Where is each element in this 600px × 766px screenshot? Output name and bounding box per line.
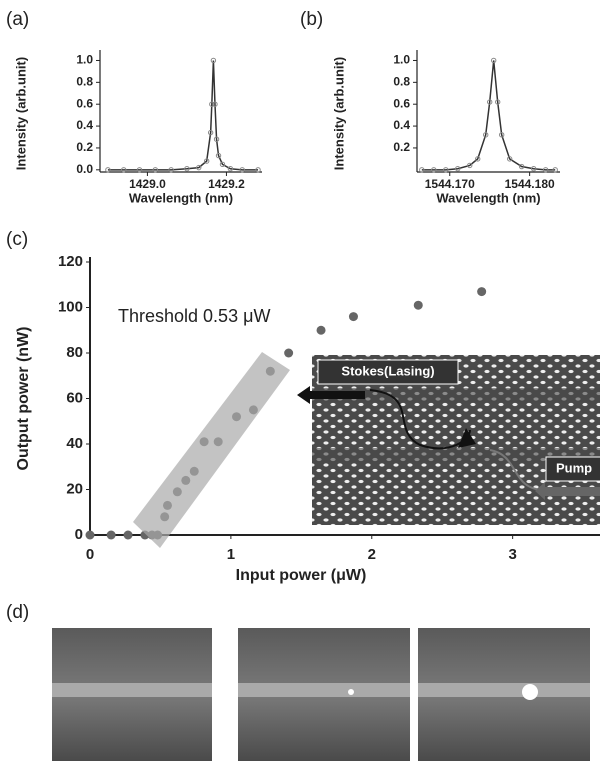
data-point [431, 167, 437, 173]
y-tick-label: 1.0 [76, 53, 93, 67]
inset-image [312, 355, 600, 525]
data-point [136, 167, 143, 173]
data-point [506, 156, 513, 162]
data-point [121, 167, 127, 173]
data-point [475, 156, 481, 162]
data-point [123, 530, 133, 540]
data-point [207, 129, 214, 136]
spectrum-line [107, 60, 259, 171]
x-tick-label: 1544.180 [505, 177, 555, 191]
y-tick-label: 0.8 [76, 75, 93, 89]
stokes-arrow [297, 386, 365, 404]
data-point [212, 101, 218, 107]
data-point [255, 167, 261, 173]
y-tick-label: 120 [58, 253, 83, 270]
data-point [348, 312, 358, 322]
x-axis-label: Wavelength (nm) [436, 190, 540, 205]
data-point [227, 166, 234, 172]
data-point [184, 166, 190, 172]
y-tick-label: 0.6 [393, 96, 410, 110]
panel-label: (d) [6, 602, 29, 623]
data-point [542, 167, 549, 173]
data-point [483, 132, 489, 138]
panel-label: (b) [300, 9, 323, 30]
y-tick-label: 1.0 [393, 53, 410, 67]
y-tick-label: 0.4 [76, 118, 93, 132]
data-point [477, 287, 487, 297]
x-tick-label: 1429.0 [129, 177, 166, 191]
data-point [106, 530, 116, 540]
x-tick-label: 3 [508, 546, 516, 563]
annotation: Stokes(Lasing) [341, 363, 434, 378]
data-point [316, 325, 326, 335]
data-point [419, 167, 425, 173]
y-tick-label: 60 [66, 389, 83, 406]
x-tick-label: 1429.2 [208, 177, 245, 191]
data-point [239, 167, 245, 173]
data-point [203, 158, 210, 164]
data-point [486, 99, 493, 105]
data-point [213, 136, 220, 142]
annotation: Threshold 0.53 μW [118, 306, 270, 326]
y-tick-label: 100 [58, 298, 83, 315]
data-point [105, 167, 111, 173]
y-axis-label: Intensity (arb.unit) [331, 57, 346, 170]
spectrum-line [421, 60, 556, 171]
microscope-images [52, 628, 590, 761]
threshold-band [133, 352, 290, 548]
y-tick-label: 0.4 [393, 118, 410, 132]
x-tick-label: 1 [227, 546, 235, 563]
data-point [196, 164, 202, 171]
data-point [413, 300, 423, 310]
data-point [467, 162, 473, 169]
x-axis-label: Wavelength (nm) [129, 190, 233, 205]
data-point [443, 167, 449, 173]
data-point [518, 163, 525, 170]
data-point [498, 132, 505, 138]
x-tick-label: 1544.170 [425, 177, 475, 191]
data-point [168, 167, 174, 173]
x-tick-label: 0 [86, 546, 94, 563]
y-tick-label: 0.8 [393, 75, 410, 89]
data-point [530, 166, 537, 172]
y-tick-label: 40 [66, 435, 83, 452]
x-tick-label: 2 [368, 546, 376, 563]
y-tick-label: 0.6 [76, 96, 93, 110]
data-point [552, 167, 558, 173]
data-point [209, 101, 215, 107]
data-point [219, 161, 226, 168]
data-point [490, 57, 497, 64]
y-tick-label: 0 [75, 526, 83, 543]
x-axis-label: Input power (μW) [236, 567, 367, 584]
y-tick-label: 0.0 [76, 162, 93, 176]
data-point [85, 530, 95, 540]
panel-label: (c) [6, 229, 28, 250]
data-point [494, 99, 501, 105]
data-point [210, 57, 217, 64]
y-tick-label: 0.2 [393, 140, 410, 154]
data-point [152, 167, 159, 173]
data-point [455, 166, 461, 172]
y-tick-label: 20 [66, 480, 83, 497]
data-point [215, 152, 222, 159]
y-tick-label: 0.2 [76, 140, 93, 154]
panel-label: (a) [6, 9, 29, 30]
y-axis-label: Intensity (arb.unit) [13, 57, 28, 170]
y-tick-label: 80 [66, 344, 83, 361]
y-axis-label: Output power (nW) [15, 327, 32, 471]
data-point [284, 348, 294, 358]
annotation: Pump [556, 460, 592, 475]
